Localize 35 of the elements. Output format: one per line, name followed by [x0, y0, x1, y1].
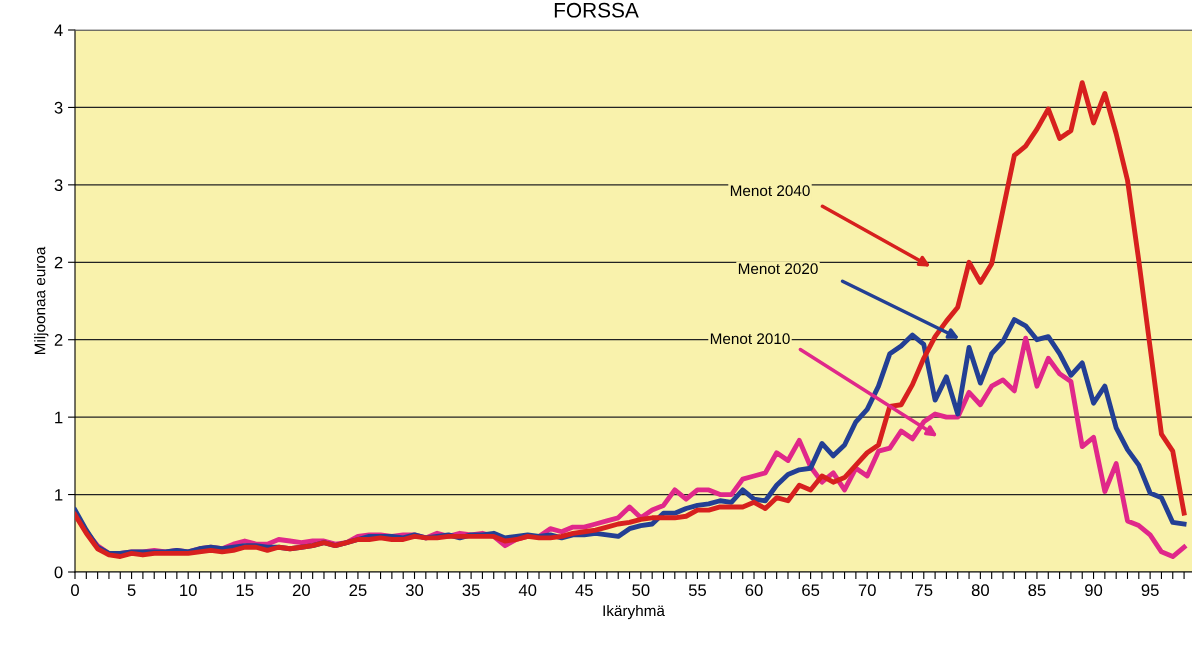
x-tick-label: 10 — [180, 584, 197, 597]
x-tick-label: 50 — [632, 584, 650, 597]
x-tick-label: 25 — [349, 584, 367, 597]
x-tick-label: 65 — [802, 584, 820, 597]
y-tick-label: 2 — [54, 256, 63, 269]
annotation: Menot 2040 — [730, 185, 810, 197]
y-axis-title: Miljoonaa euroa — [34, 246, 49, 355]
x-tick-label: 45 — [575, 584, 593, 597]
x-tick-label: 40 — [518, 584, 537, 597]
x-tick-label: 85 — [1028, 584, 1046, 597]
y-tick-label: 1 — [55, 411, 63, 424]
x-tick-label: 0 — [71, 584, 79, 597]
x-axis-title: Ikäryhmä — [603, 604, 665, 620]
x-tick-label: 60 — [745, 584, 763, 597]
y-tick-label: 2 — [54, 334, 63, 346]
y-tick-label: 3 — [54, 101, 63, 114]
line-series — [75, 80, 1187, 559]
x-tick-label: 70 — [858, 584, 876, 597]
x-tick-label: 90 — [1085, 584, 1103, 597]
x-tick-label: 55 — [688, 584, 707, 597]
x-tick-label: 5 — [127, 584, 136, 597]
y-tick-label: 1 — [55, 489, 63, 501]
annotation: Menot 2010 — [710, 333, 790, 345]
x-tick-label: 95 — [1141, 584, 1159, 597]
y-tick-label: 4 — [54, 24, 63, 37]
y-tick-label: 3 — [54, 179, 63, 192]
x-tick-label: 15 — [236, 584, 254, 597]
x-tick-label: 80 — [971, 584, 989, 597]
x-tick-label: 35 — [462, 584, 480, 597]
chart-title: FORSSA — [554, 2, 639, 18]
annotation: Menot 2020 — [738, 263, 818, 275]
x-tick-label: 75 — [915, 584, 933, 597]
y-tick-label: 0 — [54, 566, 63, 579]
x-tick-label: 20 — [292, 584, 310, 597]
x-tick-label: 30 — [405, 584, 424, 597]
